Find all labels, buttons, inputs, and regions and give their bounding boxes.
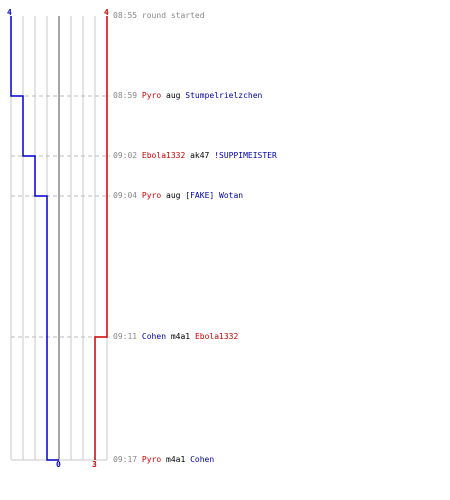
event-time: 09:02 xyxy=(113,151,138,160)
end-score-red: 3 xyxy=(92,460,97,469)
event-row-kill: 09:04 Pyro aug [FAKE] Wotan xyxy=(113,190,243,202)
victim-name: Cohen xyxy=(190,455,215,464)
blue-team-score-line xyxy=(10,16,59,461)
weapon-name: m4a1 xyxy=(166,455,186,464)
start-score-blue: 4 xyxy=(7,8,12,17)
column-grid xyxy=(10,16,108,461)
weapon-name: aug xyxy=(166,191,181,200)
victim-name: Stumpelrielzchen xyxy=(185,91,263,100)
event-note: round started xyxy=(141,11,205,20)
end-score-blue: 0 xyxy=(56,460,61,469)
score-lines xyxy=(10,16,108,461)
event-row-kill: 09:02 Ebola1332 ak47 !SUPPIMEISTER xyxy=(113,150,277,162)
victim-name: !SUPPIMEISTER xyxy=(214,151,277,160)
killer-name: Pyro xyxy=(141,91,162,100)
event-time: 09:11 xyxy=(113,332,138,341)
event-time: 09:04 xyxy=(113,191,138,200)
event-row-kill: 08:59 Pyro aug Stumpelrielzchen xyxy=(113,90,262,102)
red-team-score-line xyxy=(94,16,108,460)
killer-name: Ebola1332 xyxy=(141,151,186,160)
killer-name: Pyro xyxy=(141,191,162,200)
event-row-round-start: 08:55 round started xyxy=(113,10,205,22)
event-time: 09:17 xyxy=(113,455,138,464)
weapon-name: aug xyxy=(166,91,181,100)
killer-name: Pyro xyxy=(141,455,162,464)
event-time: 08:55 xyxy=(113,11,138,20)
event-time: 08:59 xyxy=(113,91,138,100)
killer-name: Cohen xyxy=(141,332,167,341)
victim-name: Ebola1332 xyxy=(194,332,239,341)
start-score-red: 4 xyxy=(104,8,109,17)
event-row-kill: 09:17 Pyro m4a1 Cohen xyxy=(113,454,214,466)
weapon-name: m4a1 xyxy=(170,332,191,341)
event-row-kill: 09:11 Cohen m4a1 Ebola1332 xyxy=(113,331,238,343)
weapon-name: ak47 xyxy=(190,151,210,160)
victim-name: [FAKE] Wotan xyxy=(185,191,244,200)
